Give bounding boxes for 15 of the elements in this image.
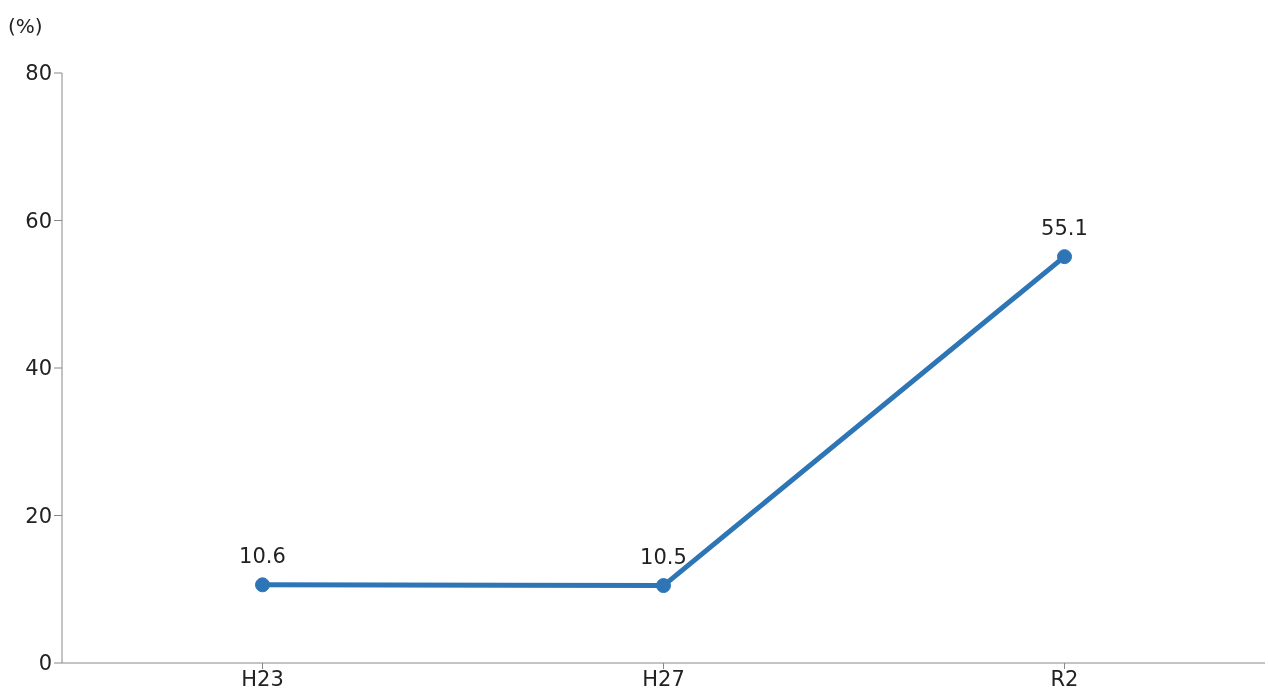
x-tick-label: H27 bbox=[642, 666, 685, 691]
x-tick-label: H23 bbox=[241, 666, 284, 691]
data-label: 55.1 bbox=[1041, 215, 1088, 240]
y-tick-label: 20 bbox=[25, 503, 52, 528]
x-tick-label: R2 bbox=[1050, 666, 1079, 691]
point bbox=[656, 578, 671, 594]
y-tick-label: 0 bbox=[38, 651, 52, 676]
y-tick-label: 60 bbox=[25, 208, 52, 233]
data-label: 10.5 bbox=[640, 544, 687, 569]
data-label: 10.6 bbox=[239, 543, 286, 568]
y-axis-title: (%) bbox=[8, 14, 43, 38]
point bbox=[255, 577, 270, 593]
y-tick-label: 40 bbox=[25, 356, 52, 381]
y-tick-label: 80 bbox=[25, 61, 52, 86]
point bbox=[1057, 249, 1072, 265]
